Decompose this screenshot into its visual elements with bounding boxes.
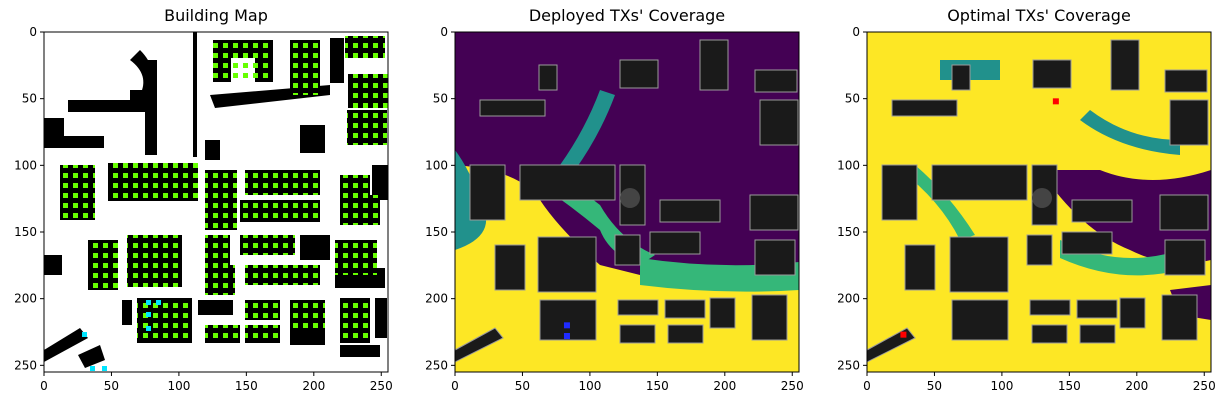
panel-1-title: Building Map	[164, 6, 268, 25]
y-tick-label: 50	[845, 92, 860, 106]
y-tick-label: 250	[837, 358, 860, 372]
y-tick-label: 100	[14, 158, 37, 172]
y-tick-label: 100	[425, 158, 448, 172]
panel-3-frame	[866, 31, 1212, 373]
x-tick-label: 0	[863, 379, 871, 393]
panel-2-title: Deployed TXs' Coverage	[528, 6, 726, 25]
panel-1-map	[44, 32, 388, 372]
x-tick-label: 200	[302, 379, 325, 393]
x-tick-label: 250	[370, 379, 393, 393]
transmitter-point	[563, 322, 570, 329]
panel-1-frame	[43, 31, 389, 373]
y-tick-label: 200	[14, 292, 37, 306]
x-tick-label: 50	[515, 379, 530, 393]
x-tick-label: 100	[167, 379, 190, 393]
x-tick-label: 0	[451, 379, 459, 393]
y-tick-label: 150	[14, 225, 37, 239]
y-tick-label: 150	[425, 225, 448, 239]
x-tick-label: 250	[781, 379, 804, 393]
transmitter-point	[563, 333, 570, 339]
y-tick-label: 50	[22, 92, 37, 106]
y-tick-label: 0	[440, 25, 448, 39]
transmitter-point	[1052, 98, 1059, 105]
panel-3-coverage	[867, 32, 1211, 372]
y-tick-label: 250	[14, 358, 37, 372]
x-tick-label: 100	[578, 379, 601, 393]
x-tick-label: 0	[40, 379, 48, 393]
x-tick-label: 50	[927, 379, 942, 393]
x-tick-label: 100	[990, 379, 1013, 393]
y-tick-label: 200	[837, 292, 860, 306]
x-tick-label: 150	[1058, 379, 1081, 393]
x-tick-label: 150	[235, 379, 258, 393]
y-tick-label: 0	[29, 25, 37, 39]
panel-2-coverage	[455, 32, 799, 372]
y-tick-label: 200	[425, 292, 448, 306]
transmitter-point	[900, 331, 907, 338]
y-tick-label: 0	[852, 25, 860, 39]
y-tick-label: 150	[837, 225, 860, 239]
x-tick-label: 150	[646, 379, 669, 393]
x-tick-label: 250	[1193, 379, 1216, 393]
panel-3-title: Optimal TXs' Coverage	[947, 6, 1131, 25]
x-tick-label: 50	[104, 379, 119, 393]
panel-2-frame	[454, 31, 800, 373]
y-tick-label: 50	[433, 92, 448, 106]
y-tick-label: 250	[425, 358, 448, 372]
y-tick-label: 100	[837, 158, 860, 172]
x-tick-label: 200	[1125, 379, 1148, 393]
x-tick-label: 200	[713, 379, 736, 393]
